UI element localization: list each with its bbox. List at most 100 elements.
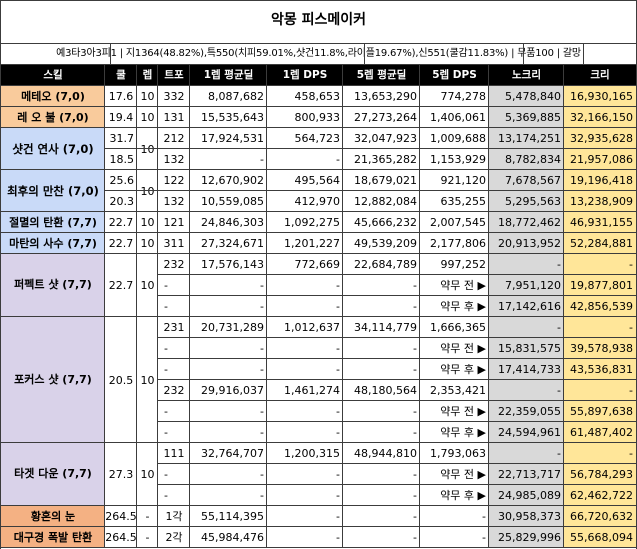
nocrit-cell: 7,678,567 — [489, 170, 564, 191]
nocrit-cell: 22,359,055 — [489, 401, 564, 422]
dmg1-cell: - — [260, 426, 264, 439]
column-header: 5렙 DPS — [420, 64, 489, 86]
nocrit-cell: 30,958,373 — [489, 506, 564, 527]
grid-line — [0, 169, 637, 170]
nocrit-cell: 18,772,462 — [489, 212, 564, 233]
column-header: 쿨 — [105, 64, 137, 86]
cooldown-cell: 22.7 — [108, 279, 134, 292]
dps5-cell: 921,120 — [440, 174, 487, 187]
dmg5-cell: 21,365,282 — [354, 153, 417, 166]
tripod-cell: 132 — [163, 195, 185, 208]
dps5-cell: 1,666,365 — [430, 321, 486, 334]
dmg5-cell: 32,047,923 — [354, 132, 417, 145]
dmg5-cell: 22,684,789 — [354, 258, 417, 271]
grid-line — [158, 400, 637, 401]
dmg1-cell: 24,846,303 — [201, 216, 264, 229]
level-cell: 10 — [140, 111, 155, 124]
grid-line — [157, 64, 158, 548]
cooldown-cell: 17.6 — [108, 90, 134, 103]
grid-line — [0, 253, 637, 254]
dps5-cell: - — [482, 510, 486, 523]
tripod-cell: - — [164, 489, 168, 502]
dps5-cell: - — [482, 531, 486, 544]
nocrit-cell: - — [489, 443, 564, 464]
crit-cell: 62,462,722 — [564, 485, 636, 506]
dps5-cell: 1,153,929 — [430, 153, 486, 166]
column-header: 크리 — [564, 64, 636, 86]
level-cell: 10 — [140, 184, 155, 198]
dps5-cell: 약무 전 ▶ — [440, 342, 486, 355]
grid-line — [0, 316, 637, 317]
skill-name: 메테오 (7,0) — [1, 86, 105, 107]
dmg1-cell: 45,984,476 — [201, 531, 264, 544]
grid-line — [0, 232, 637, 233]
grid-line — [158, 274, 637, 275]
cooldown-cell: 20.3 — [109, 195, 135, 208]
cooldown-cell: 25.6 — [109, 174, 135, 187]
crit-cell: - — [564, 317, 636, 338]
crit-cell: 13,238,909 — [564, 191, 636, 212]
dps5-cell: 약무 후 ▶ — [440, 363, 486, 376]
dmg5-cell: - — [413, 342, 417, 355]
dmg1-cell: - — [260, 489, 264, 502]
dps1-cell: 1,200,315 — [284, 447, 340, 460]
tripod-cell: 131 — [163, 111, 185, 124]
level-cell: 10 — [140, 237, 155, 250]
dmg5-cell: - — [413, 363, 417, 376]
cooldown-cell: 27.3 — [108, 468, 134, 481]
cooldown-cell: 22.7 — [108, 216, 134, 229]
tripod-cell: 111 — [163, 447, 185, 460]
dmg1-cell: 55,114,395 — [201, 510, 264, 523]
tripod-cell: - — [164, 426, 168, 439]
dps5-cell: 약무 후 ▶ — [440, 489, 486, 502]
level-cell: 10 — [140, 468, 155, 481]
cooldown-cell: 264.5 — [105, 531, 137, 544]
level-cell: 10 — [140, 373, 155, 387]
tripod-cell: 212 — [163, 132, 185, 145]
dps5-cell: 1,793,063 — [430, 447, 486, 460]
tripod-cell: 1각 — [165, 510, 183, 523]
nocrit-cell: 13,174,251 — [489, 128, 564, 149]
cooldown-cell: 264.5 — [105, 510, 137, 523]
grid-line — [0, 211, 637, 212]
skill-name: 최후의 만찬 (7,0) — [1, 170, 105, 212]
dmg1-cell: 32,764,707 — [201, 447, 264, 460]
dmg1-cell: 20,731,289 — [201, 321, 264, 334]
dps1-cell: - — [336, 342, 340, 355]
nocrit-cell: 8,782,834 — [489, 149, 564, 170]
level-cell: - — [145, 531, 150, 544]
dps1-cell: - — [336, 426, 340, 439]
crit-cell: 66,720,632 — [564, 506, 636, 527]
dmg1-cell: - — [260, 300, 264, 313]
nocrit-cell: 25,829,996 — [489, 527, 564, 548]
skill-name: 샷건 연사 (7,0) — [1, 128, 105, 170]
dmg1-cell: 27,324,671 — [201, 237, 264, 250]
tripod-cell: - — [164, 279, 168, 292]
dmg5-cell: - — [413, 300, 417, 313]
level-cell: 10 — [140, 279, 155, 292]
crit-cell: 55,897,638 — [564, 401, 636, 422]
skill-name: 레 오 불 (7,0) — [1, 107, 105, 128]
dmg1-cell: 29,916,037 — [201, 384, 264, 397]
dmg5-cell: - — [413, 489, 417, 502]
grid-line — [158, 379, 637, 380]
dps1-cell: - — [336, 405, 340, 418]
tripod-cell: 132 — [163, 153, 185, 166]
crit-cell: 32,166,150 — [564, 107, 636, 128]
dps5-cell: 2,007,545 — [430, 216, 486, 229]
dps5-cell: 약무 후 ▶ — [440, 300, 486, 313]
grid-line — [158, 358, 637, 359]
dmg5-cell: - — [413, 468, 417, 481]
skill-name: 포커스 샷 (7,7) — [1, 317, 105, 443]
nocrit-cell: 17,414,733 — [489, 359, 564, 380]
crit-cell: 21,957,086 — [564, 149, 636, 170]
skill-name: 대구경 폭발 탄환 — [1, 527, 105, 548]
tripod-cell: 232 — [163, 384, 185, 397]
tripod-cell: 2각 — [165, 531, 183, 544]
cooldown-cell: 19.4 — [108, 111, 134, 124]
cooldown-cell: 22.7 — [108, 237, 134, 250]
dps5-cell: 774,278 — [440, 90, 487, 103]
grid-line — [158, 295, 637, 296]
dps1-cell: 1,012,637 — [284, 321, 340, 334]
grid-line — [110, 44, 111, 64]
